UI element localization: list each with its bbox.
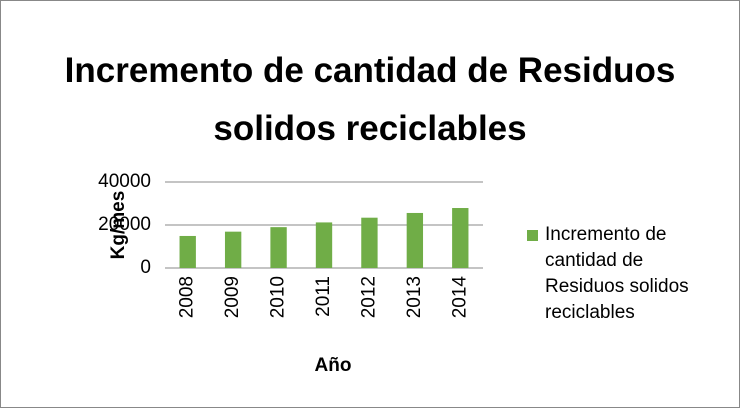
bar (179, 235, 196, 268)
y-axis-label: Kg/mes (108, 191, 129, 260)
bar (315, 222, 333, 268)
x-tick-label: 2009 (222, 276, 243, 318)
y-tick-label: 20000 (98, 214, 151, 235)
bar (224, 231, 242, 268)
bar (452, 208, 469, 268)
bar (361, 217, 378, 268)
x-tick-label: 2008 (177, 276, 198, 318)
y-tick-label: 40000 (98, 171, 151, 192)
bar (406, 212, 424, 268)
x-axis-label: Año (315, 355, 352, 376)
x-tick-label: 2014 (449, 276, 470, 319)
x-tick-label: 2010 (268, 276, 289, 318)
chart-title: Incremento de cantidad de Residuos solid… (64, 51, 676, 148)
x-tick-label: 2012 (358, 276, 379, 318)
legend-swatch (527, 230, 538, 241)
x-tick-label: 2013 (404, 276, 425, 318)
bar (270, 227, 287, 268)
y-tick-label: 0 (140, 257, 151, 278)
x-tick-label: 2011 (313, 276, 334, 317)
legend-label: Incremento de cantidad de Residuos solid… (545, 224, 689, 323)
